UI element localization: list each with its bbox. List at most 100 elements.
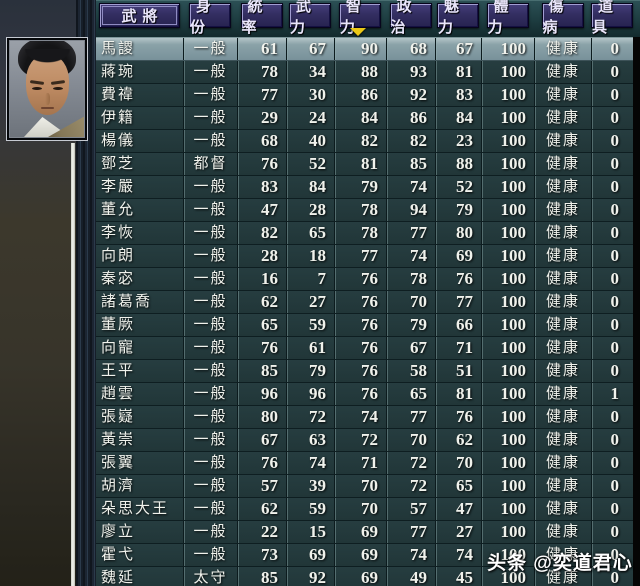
cell-war: 61	[286, 337, 334, 359]
cell-politics: 74	[386, 176, 435, 198]
cell-leadership: 57	[237, 475, 286, 497]
table-row[interactable]: 王平 一般 85 79 76 58 51 100 健康 0	[96, 360, 633, 383]
cell-leadership: 73	[237, 544, 286, 566]
cell-war: 7	[286, 268, 334, 290]
cell-item: 0	[591, 567, 633, 586]
cell-status: 一般	[183, 222, 237, 244]
cell-charisma: 80	[435, 222, 481, 244]
table-row[interactable]: 張嶷 一般 80 72 74 77 76 100 健康 0	[96, 406, 633, 429]
cell-politics: 92	[386, 84, 435, 106]
table-row[interactable]: 費禕 一般 77 30 86 92 83 100 健康 0	[96, 84, 633, 107]
table-row[interactable]: 張翼 一般 76 74 71 72 70 100 健康 0	[96, 452, 633, 475]
cell-stamina: 100	[481, 544, 534, 566]
cell-injury: 健康	[534, 360, 591, 382]
cell-status: 一般	[183, 452, 237, 474]
cell-stamina: 100	[481, 38, 534, 60]
table-row[interactable]: 廖立 一般 22 15 69 77 27 100 健康 0	[96, 521, 633, 544]
cell-name: 董厥	[101, 317, 136, 333]
cell-intelligence: 76	[334, 337, 386, 359]
table-row[interactable]: 秦宓 一般 16 7 76 78 76 100 健康 0	[96, 268, 633, 291]
header-war[interactable]: 武力	[289, 0, 331, 36]
cell-item: 0	[591, 153, 633, 175]
header-status[interactable]: 身份	[189, 0, 231, 36]
table-row[interactable]: 霍弋 一般 73 69 69 74 74 100 健康 0	[96, 544, 633, 567]
cell-name: 霍弋	[101, 547, 136, 563]
cell-intelligence: 69	[334, 521, 386, 543]
cell-war: 84	[286, 176, 334, 198]
cell-war: 24	[286, 107, 334, 129]
cell-politics: 70	[386, 429, 435, 451]
cell-charisma: 66	[435, 314, 481, 336]
table-row[interactable]: 董允 一般 47 28 78 94 79 100 健康 0	[96, 199, 633, 222]
table-row[interactable]: 鄧芝 都督 76 52 81 85 88 100 健康 0	[96, 153, 633, 176]
cell-name: 胡濟	[101, 478, 136, 494]
cell-stamina: 100	[481, 337, 534, 359]
header-leadership[interactable]: 統率	[240, 0, 283, 36]
table-row[interactable]: 趙雲 一般 96 96 76 65 81 100 健康 1	[96, 383, 633, 406]
cell-charisma: 76	[435, 406, 481, 428]
cell-intelligence: 72	[334, 429, 386, 451]
table-row[interactable]: 蔣琬 一般 78 34 88 93 81 100 健康 0	[96, 61, 633, 84]
header-intelligence[interactable]: 智力	[339, 0, 381, 36]
table-row[interactable]: 黃崇 一般 67 63 72 70 62 100 健康 0	[96, 429, 633, 452]
cell-intelligence: 78	[334, 199, 386, 221]
table-row[interactable]: 董厥 一般 65 59 76 79 66 100 健康 0	[96, 314, 633, 337]
header-stamina[interactable]: 體力	[486, 0, 529, 36]
table-row[interactable]: 向寵 一般 76 61 76 67 71 100 健康 0	[96, 337, 633, 360]
table-row[interactable]: 向朗 一般 28 18 77 74 69 100 健康 0	[96, 245, 633, 268]
cell-charisma: 51	[435, 360, 481, 382]
header-charisma[interactable]: 魅力	[437, 0, 479, 36]
cell-intelligence: 76	[334, 291, 386, 313]
cell-leadership: 85	[237, 567, 286, 586]
cell-politics: 74	[386, 245, 435, 267]
cell-intelligence: 74	[334, 406, 386, 428]
cell-politics: 72	[386, 475, 435, 497]
cell-politics: 70	[386, 291, 435, 313]
table-row[interactable]: 諸葛喬 一般 62 27 76 70 77 100 健康 0	[96, 291, 633, 314]
header-item[interactable]: 道具	[591, 0, 633, 36]
table-row[interactable]: 李恢 一般 82 65 78 77 80 100 健康 0	[96, 222, 633, 245]
cell-status: 一般	[183, 544, 237, 566]
table-core: 武將 身份 統率 武力 智力 政治 魅力 體力 傷病 道具 馬謖 一般 61 67 90 68 67 100 健康…	[96, 0, 640, 586]
cell-name: 朵思大王	[101, 501, 170, 517]
cell-status: 一般	[183, 107, 237, 129]
cell-war: 52	[286, 153, 334, 175]
header-name[interactable]: 武將	[99, 3, 180, 28]
header-politics[interactable]: 政治	[389, 0, 432, 36]
cell-leadership: 22	[237, 521, 286, 543]
cell-status: 一般	[183, 268, 237, 290]
table-row[interactable]: 胡濟 一般 57 39 70 72 65 100 健康 0	[96, 475, 633, 498]
cell-item: 0	[591, 360, 633, 382]
cell-status: 一般	[183, 498, 237, 520]
cell-injury: 健康	[534, 107, 591, 129]
cell-politics: 94	[386, 199, 435, 221]
cell-intelligence: 76	[334, 360, 386, 382]
cell-war: 34	[286, 61, 334, 83]
table-row[interactable]: 魏延 太守 85 92 69 49 45 100 健康 0	[96, 567, 633, 586]
cell-war: 39	[286, 475, 334, 497]
cell-stamina: 100	[481, 314, 534, 336]
cell-injury: 健康	[534, 475, 591, 497]
cell-intelligence: 76	[334, 383, 386, 405]
table-row[interactable]: 李嚴 一般 83 84 79 74 52 100 健康 0	[96, 176, 633, 199]
cell-charisma: 81	[435, 383, 481, 405]
table-row[interactable]: 馬謖 一般 61 67 90 68 67 100 健康 0	[96, 38, 633, 61]
cell-intelligence: 70	[334, 498, 386, 520]
cell-war: 59	[286, 314, 334, 336]
cell-leadership: 67	[237, 429, 286, 451]
cell-politics: 67	[386, 337, 435, 359]
table-row[interactable]: 楊儀 一般 68 40 82 82 23 100 健康 0	[96, 130, 633, 153]
table-row[interactable]: 伊籍 一般 29 24 84 86 84 100 健康 0	[96, 107, 633, 130]
cell-stamina: 100	[481, 153, 534, 175]
cell-war: 74	[286, 452, 334, 474]
table-row[interactable]: 朵思大王 一般 62 59 70 57 47 100 健康 0	[96, 498, 633, 521]
cell-leadership: 78	[237, 61, 286, 83]
cell-intelligence: 88	[334, 61, 386, 83]
cell-item: 0	[591, 429, 633, 451]
officer-portrait-image	[9, 40, 85, 138]
header-injury[interactable]: 傷病	[541, 0, 584, 36]
cell-stamina: 100	[481, 498, 534, 520]
sort-descending-icon	[350, 28, 366, 36]
cell-intelligence: 86	[334, 84, 386, 106]
cell-item: 0	[591, 199, 633, 221]
